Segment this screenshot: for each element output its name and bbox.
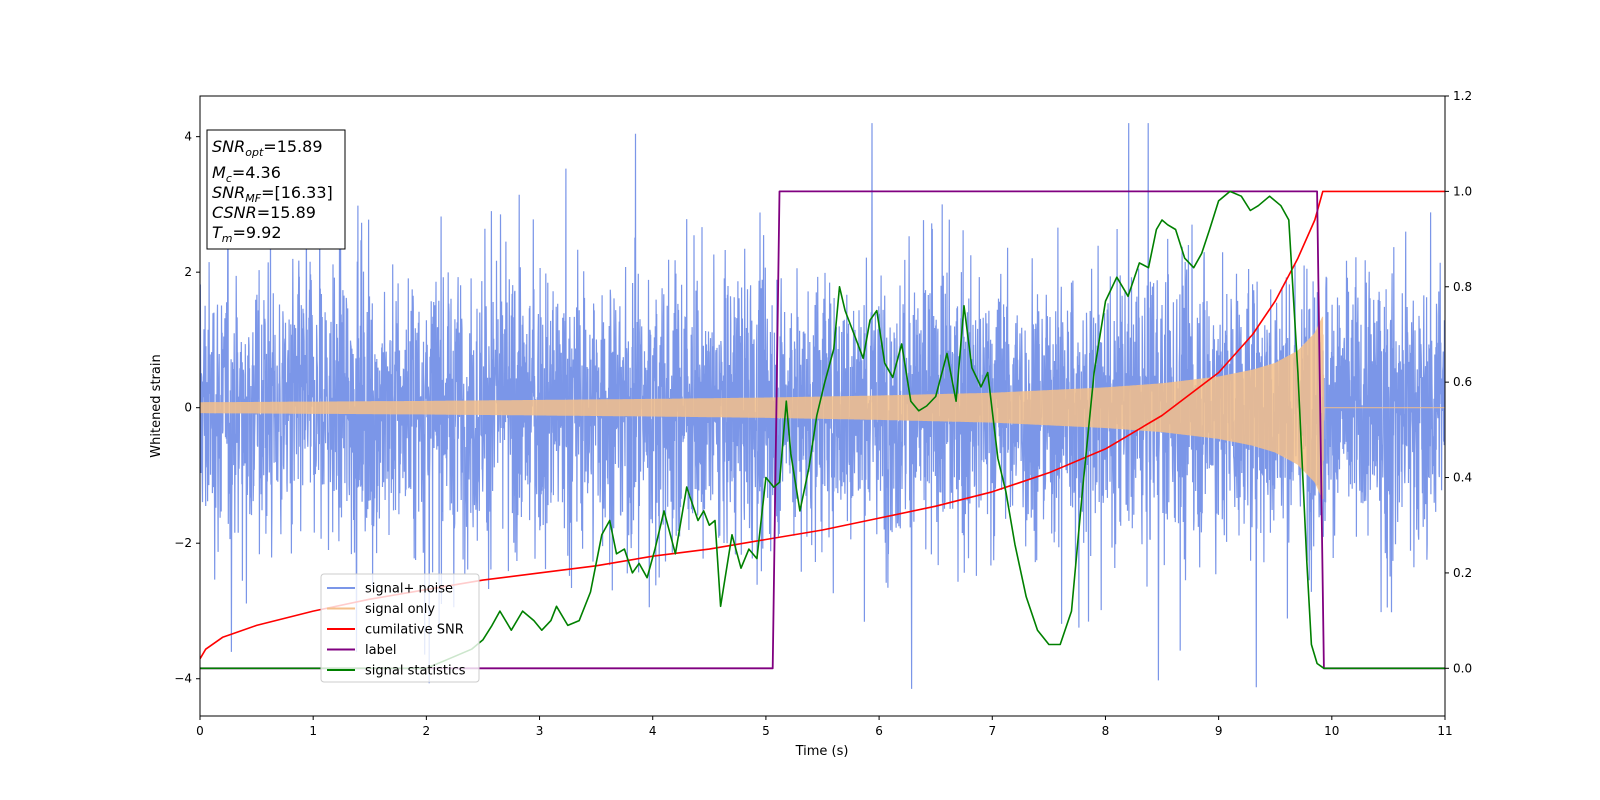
x-tick-label: 5 (762, 724, 770, 738)
legend-label: signal+ noise (365, 582, 453, 597)
legend-label: signal only (365, 602, 435, 617)
y-axis-left: −4 −2 0 2 4 (174, 130, 200, 686)
x-tick-label: 2 (423, 724, 431, 738)
series-signal-only (200, 316, 1445, 500)
y-right-tick-label: 0.6 (1453, 375, 1472, 389)
y-axis-right: 0.0 0.2 0.4 0.6 0.8 1.0 1.2 (1445, 89, 1472, 675)
x-tick-label: 9 (1215, 724, 1223, 738)
x-tick-label: 8 (1102, 724, 1110, 738)
x-tick-label: 0 (196, 724, 204, 738)
x-tick-label: 1 (309, 724, 317, 738)
x-tick-label: 10 (1324, 724, 1339, 738)
info-csnr: CSNR=15.89 (212, 203, 316, 222)
plot-frame (199, 95, 1446, 717)
y-right-tick-label: 0.8 (1453, 280, 1472, 294)
y-left-tick-label: 4 (184, 130, 192, 144)
y-left-tick-label: −4 (174, 672, 192, 686)
x-axis: 0 1 2 3 4 5 6 7 8 9 10 11 (196, 716, 1453, 738)
x-axis-label: Time (s) (795, 744, 849, 759)
info-merger-time: Tm=9.92 (212, 223, 282, 245)
info-box-frame (206, 129, 346, 250)
x-tick-label: 4 (649, 724, 657, 738)
legend: signal+ noise signal only cumilative SNR la… (320, 573, 480, 683)
info-snr-mf: SNRMF=[16.33] (212, 183, 333, 205)
x-tick-label: 3 (536, 724, 544, 738)
x-tick-label: 6 (875, 724, 883, 738)
legend-frame (320, 573, 480, 683)
x-tick-label: 7 (988, 724, 996, 738)
info-snr-opt: SNRopt=15.89 (212, 137, 323, 159)
legend-label: signal statistics (365, 664, 466, 679)
y-axis-label: Whitened strain (149, 354, 164, 457)
x-tick-label: 11 (1437, 724, 1452, 738)
legend-label: cumilative SNR (365, 623, 464, 638)
info-chirp-mass: Mc=4.36 (212, 163, 281, 185)
legend-label: label (365, 643, 396, 658)
series-signal-statistics (200, 190, 1445, 670)
y-right-tick-label: 0.4 (1453, 471, 1472, 485)
y-right-tick-label: 0.2 (1453, 566, 1472, 580)
y-right-tick-label: 1.0 (1453, 184, 1472, 198)
y-left-tick-label: −2 (174, 536, 192, 550)
y-left-tick-label: 0 (184, 401, 192, 415)
y-right-tick-label: 0.0 (1453, 661, 1472, 675)
info-box: SNRopt=15.89 Mc=4.36 SNRMF=[16.33] CSNR=… (206, 129, 346, 250)
y-right-tick-label: 1.2 (1453, 89, 1472, 103)
y-left-tick-label: 2 (184, 265, 192, 279)
